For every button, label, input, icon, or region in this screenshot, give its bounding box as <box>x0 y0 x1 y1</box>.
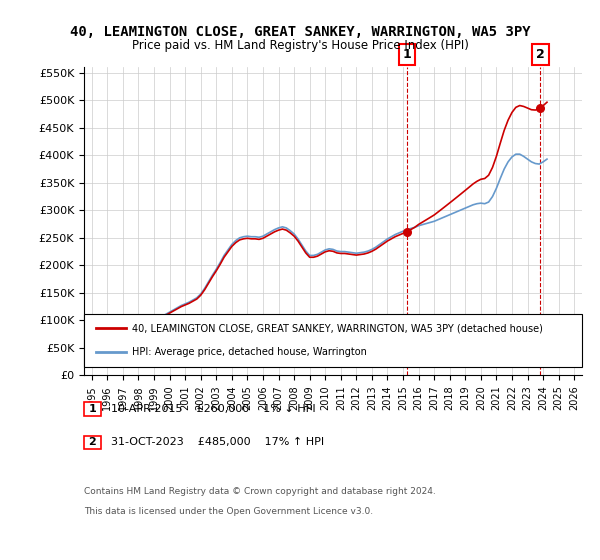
Text: Price paid vs. HM Land Registry's House Price Index (HPI): Price paid vs. HM Land Registry's House … <box>131 39 469 52</box>
Text: 2: 2 <box>536 48 545 61</box>
Text: 2: 2 <box>89 437 96 447</box>
Point <box>403 228 412 237</box>
Text: 1: 1 <box>403 48 412 61</box>
Text: 40, LEAMINGTON CLOSE, GREAT SANKEY, WARRINGTON, WA5 3PY: 40, LEAMINGTON CLOSE, GREAT SANKEY, WARR… <box>70 25 530 39</box>
Text: 31-OCT-2023    £485,000    17% ↑ HPI: 31-OCT-2023 £485,000 17% ↑ HPI <box>111 437 324 447</box>
Text: HPI: Average price, detached house, Warrington: HPI: Average price, detached house, Warr… <box>132 347 367 357</box>
Text: Contains HM Land Registry data © Crown copyright and database right 2024.: Contains HM Land Registry data © Crown c… <box>84 487 436 496</box>
Text: This data is licensed under the Open Government Licence v3.0.: This data is licensed under the Open Gov… <box>84 507 373 516</box>
Text: 40, LEAMINGTON CLOSE, GREAT SANKEY, WARRINGTON, WA5 3PY (detached house): 40, LEAMINGTON CLOSE, GREAT SANKEY, WARR… <box>132 324 543 334</box>
Text: 10-APR-2015    £260,000    1% ↓ HPI: 10-APR-2015 £260,000 1% ↓ HPI <box>111 404 316 414</box>
Point <box>536 104 545 113</box>
Text: 1: 1 <box>89 404 96 414</box>
